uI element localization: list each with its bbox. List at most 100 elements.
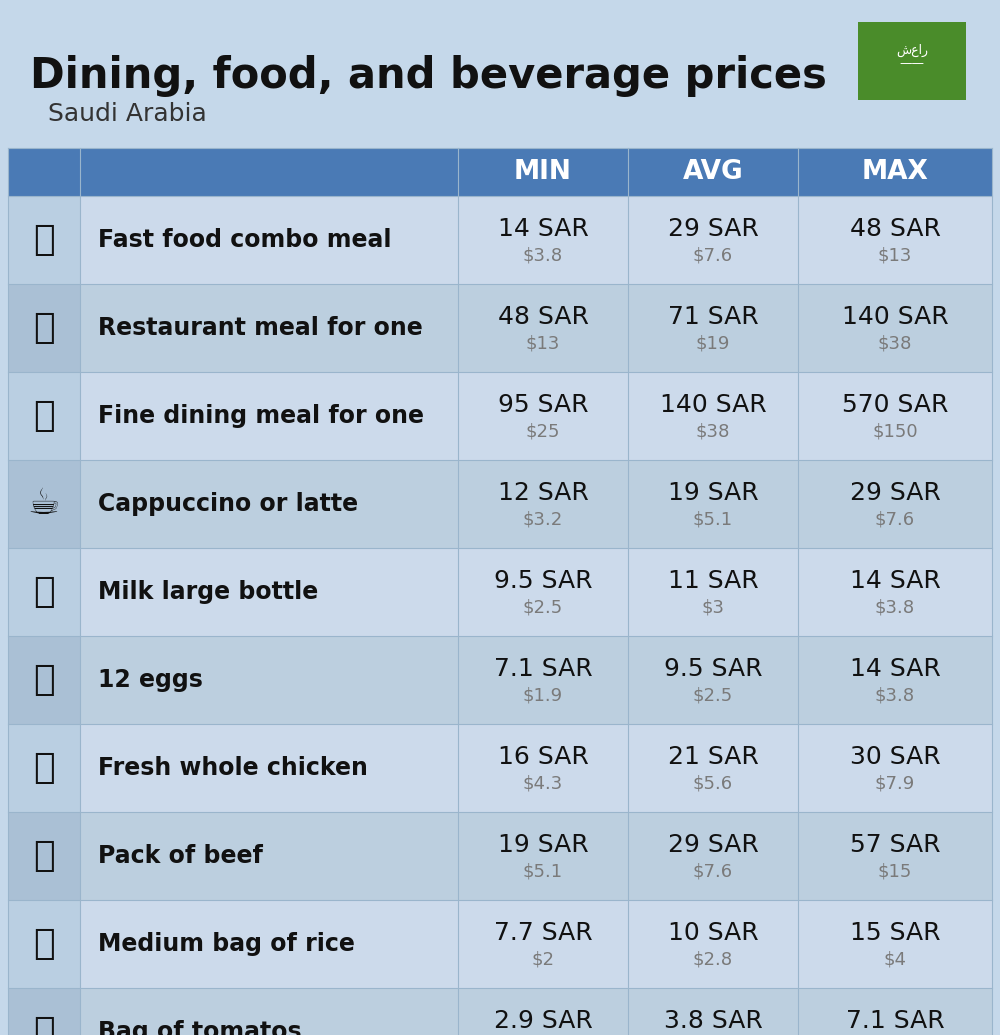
Text: $15: $15: [878, 863, 912, 881]
Bar: [458, 724, 628, 812]
Text: $38: $38: [696, 423, 730, 441]
Text: $7.6: $7.6: [693, 246, 733, 265]
Text: 9.5 SAR: 9.5 SAR: [664, 657, 762, 681]
Text: 🍽: 🍽: [33, 400, 55, 433]
Text: Milk large bottle: Milk large bottle: [98, 580, 318, 604]
Bar: [798, 284, 992, 372]
Bar: [80, 548, 458, 635]
Text: 21 SAR: 21 SAR: [668, 745, 758, 769]
Text: $1.9: $1.9: [523, 687, 563, 705]
Text: Bag of tomatos: Bag of tomatos: [98, 1021, 302, 1035]
Bar: [858, 22, 966, 100]
Text: $7.6: $7.6: [693, 863, 733, 881]
Bar: [80, 900, 458, 988]
Bar: [80, 148, 458, 196]
Text: 14 SAR: 14 SAR: [498, 217, 588, 241]
Text: 9.5 SAR: 9.5 SAR: [494, 569, 592, 593]
Text: Restaurant meal for one: Restaurant meal for one: [98, 316, 423, 341]
Bar: [458, 148, 628, 196]
Text: $7.6: $7.6: [875, 511, 915, 529]
Text: $5.1: $5.1: [693, 511, 733, 529]
Bar: [628, 724, 798, 812]
Text: 71 SAR: 71 SAR: [668, 305, 758, 329]
Text: $5.1: $5.1: [523, 863, 563, 881]
Text: $3.8: $3.8: [875, 687, 915, 705]
Text: $2.5: $2.5: [693, 687, 733, 705]
Bar: [798, 548, 992, 635]
Bar: [8, 900, 80, 988]
Text: 🐔: 🐔: [33, 751, 55, 785]
Text: Dining, food, and beverage prices: Dining, food, and beverage prices: [30, 55, 827, 97]
Text: $7.9: $7.9: [875, 775, 915, 793]
Bar: [628, 900, 798, 988]
Bar: [80, 196, 458, 284]
Text: Pack of beef: Pack of beef: [98, 844, 263, 868]
Text: 7.1 SAR: 7.1 SAR: [494, 657, 592, 681]
Text: 🍚: 🍚: [33, 927, 55, 962]
Text: 🍳: 🍳: [33, 310, 55, 345]
Text: MIN: MIN: [514, 159, 572, 185]
Bar: [8, 196, 80, 284]
Bar: [8, 812, 80, 900]
Text: 12 eggs: 12 eggs: [98, 668, 203, 692]
Text: 29 SAR: 29 SAR: [668, 217, 758, 241]
Bar: [628, 635, 798, 724]
Bar: [798, 148, 992, 196]
Bar: [8, 635, 80, 724]
Text: 30 SAR: 30 SAR: [850, 745, 940, 769]
Bar: [458, 460, 628, 548]
Text: ——: ——: [900, 58, 924, 70]
Text: $2: $2: [532, 951, 554, 969]
Bar: [80, 460, 458, 548]
Bar: [80, 284, 458, 372]
Text: Fast food combo meal: Fast food combo meal: [98, 228, 392, 252]
Text: $2.5: $2.5: [523, 599, 563, 617]
Text: $13: $13: [526, 335, 560, 353]
Bar: [8, 372, 80, 460]
Text: $4: $4: [884, 951, 906, 969]
Text: 95 SAR: 95 SAR: [498, 393, 588, 417]
Bar: [80, 372, 458, 460]
Bar: [8, 548, 80, 635]
Text: 🍔: 🍔: [33, 223, 55, 257]
Text: 🥛: 🥛: [33, 575, 55, 609]
Text: $38: $38: [878, 335, 912, 353]
Text: 29 SAR: 29 SAR: [850, 481, 940, 505]
Text: 140 SAR: 140 SAR: [842, 305, 948, 329]
Bar: [628, 196, 798, 284]
Text: $2.8: $2.8: [693, 951, 733, 969]
Bar: [80, 635, 458, 724]
Bar: [798, 812, 992, 900]
Bar: [798, 900, 992, 988]
Text: ☕: ☕: [28, 487, 60, 521]
Text: Cappuccino or latte: Cappuccino or latte: [98, 492, 358, 516]
Text: AVG: AVG: [683, 159, 743, 185]
Text: شعار: شعار: [896, 43, 928, 57]
Text: 3.8 SAR: 3.8 SAR: [664, 1009, 762, 1033]
Bar: [798, 372, 992, 460]
Bar: [458, 635, 628, 724]
Text: 19 SAR: 19 SAR: [498, 833, 588, 857]
Bar: [8, 460, 80, 548]
Bar: [798, 988, 992, 1035]
Text: 7.7 SAR: 7.7 SAR: [494, 921, 592, 945]
Text: 140 SAR: 140 SAR: [660, 393, 766, 417]
Text: 🍅: 🍅: [33, 1015, 55, 1035]
Text: 2.9 SAR: 2.9 SAR: [494, 1009, 592, 1033]
Text: 29 SAR: 29 SAR: [668, 833, 758, 857]
Bar: [628, 372, 798, 460]
Bar: [8, 148, 80, 196]
Bar: [458, 284, 628, 372]
Text: 11 SAR: 11 SAR: [668, 569, 758, 593]
Text: $150: $150: [872, 423, 918, 441]
Text: Fresh whole chicken: Fresh whole chicken: [98, 756, 368, 780]
Bar: [458, 372, 628, 460]
Text: $3.8: $3.8: [523, 246, 563, 265]
Text: 10 SAR: 10 SAR: [668, 921, 758, 945]
Bar: [798, 460, 992, 548]
Text: Medium bag of rice: Medium bag of rice: [98, 932, 355, 956]
Bar: [8, 724, 80, 812]
Text: 16 SAR: 16 SAR: [498, 745, 588, 769]
Text: 15 SAR: 15 SAR: [850, 921, 940, 945]
Text: $5.6: $5.6: [693, 775, 733, 793]
